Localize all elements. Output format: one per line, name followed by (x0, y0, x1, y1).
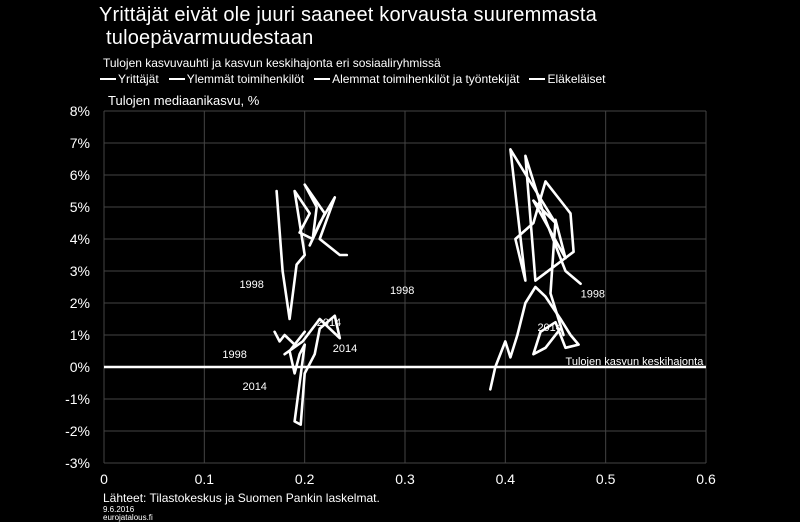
annotation-label: 1998 (581, 288, 605, 300)
legend-swatch (168, 78, 185, 80)
annotation-label: 2014 (242, 381, 266, 393)
title-line-2: tuloepävarmuudestaan (106, 27, 314, 49)
series-line-3 (273, 314, 342, 426)
annotation-label: 1998 (239, 279, 263, 291)
chart-subtitle: Tulojen kasvuvauhti ja kasvun keskihajon… (103, 56, 441, 70)
y-tick-label: -2% (65, 423, 90, 439)
series-line-1 (509, 148, 582, 337)
legend-item: Ylemmät toimihenkilöt (168, 72, 305, 86)
x-tick-label: 0.1 (195, 471, 215, 487)
y-tick-label: 0% (70, 359, 90, 375)
annotation-label: 1998 (390, 285, 414, 297)
y-tick-label: -3% (65, 455, 90, 471)
x-tick-label: 0.2 (295, 471, 315, 487)
legend-label: Eläkeläiset (547, 72, 606, 86)
legend-swatch (100, 78, 116, 80)
legend-label: Yrittäjät (118, 72, 159, 86)
series-line-2 (275, 183, 349, 321)
annotation-label: 2014 (333, 343, 357, 355)
site-note: eurojatalous.fi (103, 513, 153, 522)
x-tick-label: 0 (100, 471, 108, 487)
y-tick-label: 3% (70, 263, 90, 279)
y-tick-label: 7% (70, 135, 90, 151)
y-tick-label: 2% (70, 295, 90, 311)
x-tick-label: 0.5 (596, 471, 616, 487)
annotation-label: 2014 (537, 322, 561, 334)
legend: Yrittäjät Ylemmät toimihenkilöt Alemmat to… (100, 72, 606, 86)
chart-title: Yrittäjät eivät ole juuri saaneet korvau… (99, 4, 597, 50)
legend-swatch (529, 78, 546, 80)
y-tick-label: 4% (70, 231, 90, 247)
series-line-4 (489, 285, 580, 391)
x-tick-label: 0.4 (496, 471, 516, 487)
y-tick-label: 1% (70, 327, 90, 343)
source-note: Lähteet: Tilastokeskus ja Suomen Pankin … (103, 491, 380, 505)
y-tick-label: 6% (70, 167, 90, 183)
y-axis-label: Tulojen mediaanikasvu, % (108, 93, 260, 108)
legend-swatch (314, 78, 331, 80)
y-tick-label: 8% (70, 103, 90, 119)
legend-item: Eläkeläiset (529, 72, 606, 86)
legend-item: Yrittäjät (100, 72, 159, 86)
y-tick-label: -1% (65, 391, 90, 407)
x-tick-label: 0.6 (696, 471, 716, 487)
annotation-label: Tulojen kasvun keskihajonta (566, 356, 705, 368)
annotation-label: 1998 (222, 349, 246, 361)
legend-label: Alemmat toimihenkilöt ja työntekijät (332, 72, 520, 86)
y-tick-label: 5% (70, 199, 90, 215)
legend-item: Alemmat toimihenkilöt ja työntekijät (314, 72, 519, 86)
legend-label: Ylemmät toimihenkilöt (186, 72, 305, 86)
x-tick-label: 0.3 (395, 471, 415, 487)
annotation-label: 2014 (317, 317, 341, 329)
title-line-1: Yrittäjät eivät ole juuri saaneet korvau… (99, 4, 597, 26)
date-note: 9.6.2016 (103, 505, 135, 514)
